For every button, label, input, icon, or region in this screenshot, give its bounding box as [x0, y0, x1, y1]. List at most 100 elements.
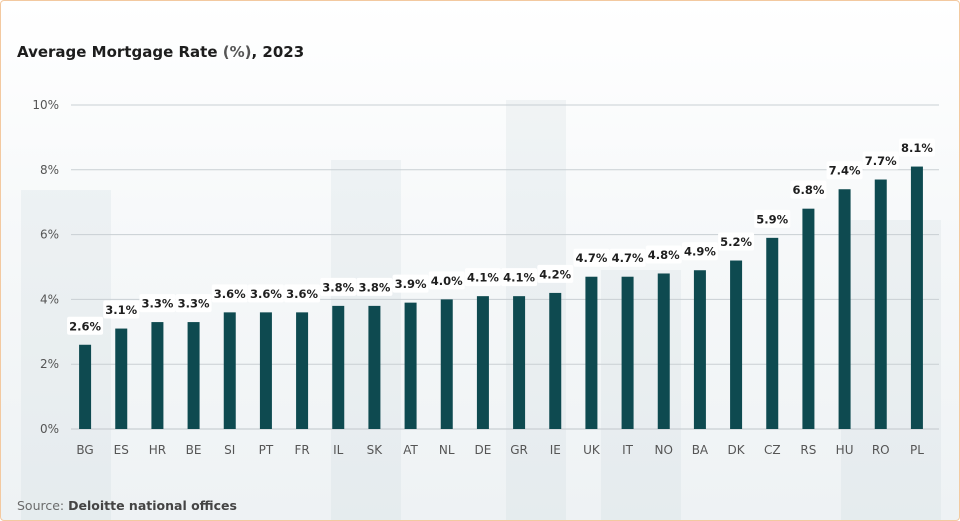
bar — [368, 305, 381, 429]
x-tick-label: ES — [114, 443, 129, 457]
x-tick-label: IE — [550, 443, 561, 457]
bar — [693, 270, 706, 429]
data-label: 3.6% — [214, 287, 246, 301]
bar — [115, 328, 128, 429]
y-tick-label: 10% — [32, 98, 59, 112]
source-note: Source: Deloitte national offices — [17, 498, 237, 513]
data-label-bg — [501, 268, 538, 287]
data-label-bg — [139, 294, 176, 313]
bar — [766, 237, 779, 429]
bar — [79, 344, 92, 429]
data-label-bg — [754, 209, 791, 228]
data-label: 6.8% — [792, 183, 824, 197]
data-label: 3.1% — [105, 303, 137, 317]
data-label-bg — [428, 271, 465, 290]
x-tick-label: BG — [76, 443, 93, 457]
x-tick-label: NO — [655, 443, 673, 457]
x-tick-label: GR — [510, 443, 528, 457]
bar — [657, 273, 670, 429]
x-tick-label: HU — [836, 443, 854, 457]
data-label-bg — [790, 180, 827, 199]
x-tick-label: RS — [800, 443, 816, 457]
source-label: Source: — [17, 498, 65, 513]
x-tick-label: FR — [294, 443, 309, 457]
data-label: 5.9% — [756, 212, 788, 226]
data-label: 4.1% — [503, 271, 535, 285]
bar — [223, 312, 236, 429]
data-label-bg — [609, 248, 646, 267]
x-tick-label: DE — [475, 443, 492, 457]
data-label: 4.8% — [648, 248, 680, 262]
data-label: 2.6% — [69, 319, 101, 333]
data-label: 4.0% — [431, 274, 463, 288]
y-tick-label: 4% — [40, 292, 59, 306]
bar — [404, 302, 417, 429]
bar — [296, 312, 309, 429]
bar — [621, 276, 634, 429]
data-label-bg — [898, 138, 935, 157]
data-label-bg — [356, 277, 393, 296]
x-tick-label: IT — [622, 443, 634, 457]
data-label: 5.2% — [720, 235, 752, 249]
data-label: 3.6% — [286, 287, 318, 301]
data-label: 4.2% — [539, 267, 571, 281]
x-tick-label: PL — [910, 443, 924, 457]
background-building — [841, 220, 941, 520]
bar — [513, 296, 526, 429]
bar — [549, 292, 562, 429]
x-tick-label: BA — [692, 443, 709, 457]
data-label: 7.4% — [829, 164, 861, 178]
x-tick-label: RO — [872, 443, 890, 457]
bar — [151, 322, 164, 429]
bar — [332, 305, 345, 429]
source-value: Deloitte national offices — [68, 498, 237, 513]
x-tick-label: SI — [224, 443, 235, 457]
background-building — [21, 190, 111, 520]
y-tick-label: 0% — [40, 422, 59, 436]
y-tick-label: 8% — [40, 163, 59, 177]
bar — [440, 299, 453, 429]
data-label: 3.3% — [141, 297, 173, 311]
bar — [910, 166, 923, 429]
data-label-bg — [681, 242, 718, 261]
bar — [187, 322, 200, 429]
data-label-bg — [537, 264, 574, 283]
data-label-bg — [247, 284, 284, 303]
data-label-bg — [573, 248, 610, 267]
chart-title-year: , 2023 — [251, 43, 305, 61]
x-tick-label: CZ — [764, 443, 781, 457]
bar — [802, 208, 815, 429]
data-label: 4.1% — [467, 271, 499, 285]
bar — [476, 296, 489, 429]
data-label-bg — [284, 284, 321, 303]
data-label: 4.7% — [612, 251, 644, 265]
data-label-bg — [67, 316, 104, 335]
data-label-bg — [862, 151, 899, 170]
data-label-bg — [645, 245, 682, 264]
data-label-bg — [211, 284, 248, 303]
data-label: 7.7% — [865, 154, 897, 168]
bar — [838, 189, 851, 429]
x-tick-label: PT — [259, 443, 274, 457]
bar — [259, 312, 272, 429]
x-tick-label: HR — [149, 443, 166, 457]
x-tick-label: SK — [367, 443, 384, 457]
data-label-bg — [320, 277, 357, 296]
x-tick-label: AT — [403, 443, 418, 457]
x-tick-label: NL — [439, 443, 455, 457]
data-label: 3.6% — [250, 287, 282, 301]
data-label-bg — [175, 294, 212, 313]
x-tick-label: DK — [728, 443, 746, 457]
chart-title-unit: (%) — [222, 43, 252, 61]
data-label: 3.8% — [322, 280, 354, 294]
data-label-bg — [826, 161, 863, 180]
y-tick-label: 6% — [40, 228, 59, 242]
bar — [585, 276, 598, 429]
data-label-bg — [718, 232, 755, 251]
x-tick-label: BE — [186, 443, 202, 457]
chart-title-main: Average Mortgage Rate — [17, 43, 218, 61]
data-label-bg — [392, 274, 429, 293]
data-label: 8.1% — [901, 141, 933, 155]
chart-title: Average Mortgage Rate (%), 2023 — [17, 43, 304, 61]
